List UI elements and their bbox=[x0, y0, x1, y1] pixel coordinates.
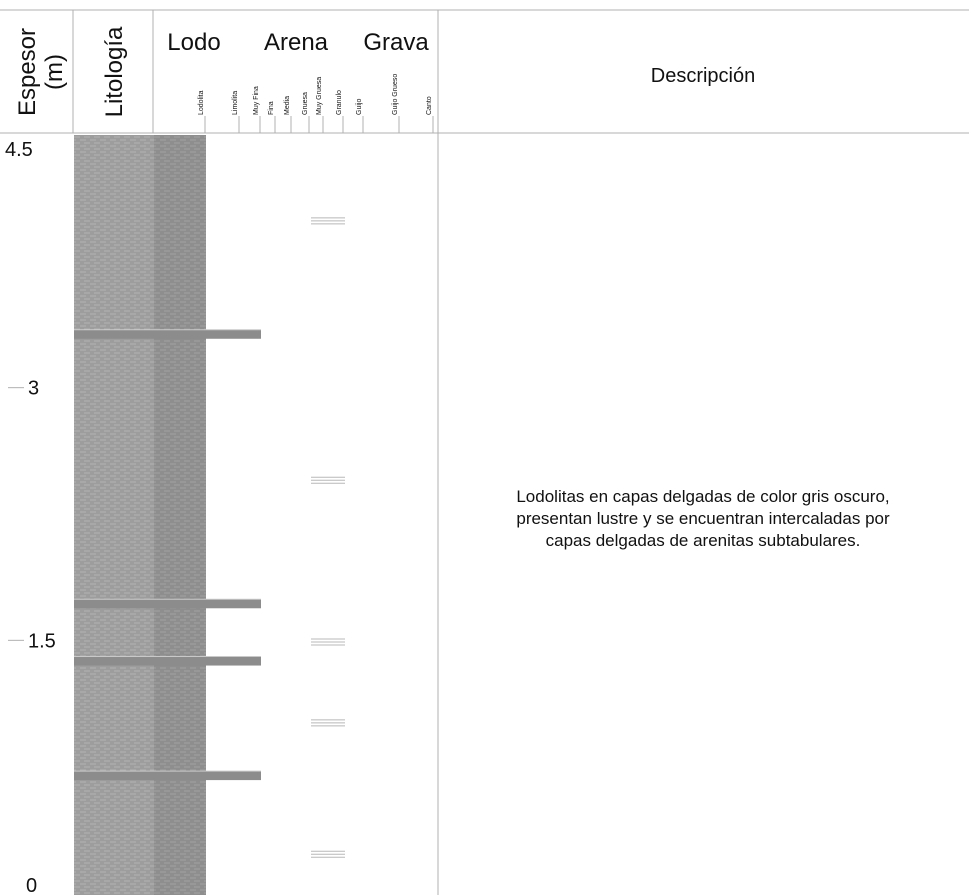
grain-tick-label: Muy Fina bbox=[253, 86, 260, 115]
grain-tick-label: Muy Gruesa bbox=[316, 77, 323, 115]
lithology-label: Litología bbox=[101, 26, 128, 117]
sandstone-bed bbox=[74, 771, 261, 781]
scale-tick-label: 0 bbox=[26, 875, 37, 895]
thickness-unit: (m) bbox=[41, 54, 68, 90]
scale-tick-label: 3 bbox=[28, 378, 39, 400]
header-frame bbox=[0, 9, 969, 134]
description-line: presentan lustre y se encuentran interca… bbox=[516, 509, 890, 528]
grain-tick-label: Canto bbox=[426, 96, 433, 115]
structure-symbols bbox=[311, 217, 345, 858]
description-text: Lodolitas en capas delgadas de color gri… bbox=[516, 487, 890, 550]
grain-size-fill bbox=[154, 135, 206, 895]
parallel-lamination-icon bbox=[311, 850, 345, 858]
grain-tick-label: Lodolita bbox=[198, 90, 205, 115]
grain-tick-label: Guijo Grueso bbox=[392, 74, 399, 115]
parallel-lamination-icon bbox=[311, 217, 345, 225]
lithology-fill bbox=[74, 135, 154, 895]
parallel-lamination-icon bbox=[311, 719, 345, 727]
parallel-lamination-icon bbox=[311, 476, 345, 484]
parallel-lamination-icon bbox=[311, 638, 345, 646]
grain-group-arena: Arena bbox=[264, 29, 329, 56]
sandstone-beds bbox=[74, 329, 261, 781]
description-line: capas delgadas de arenitas subtabulares. bbox=[546, 531, 861, 550]
grain-group-grava: Grava bbox=[363, 29, 429, 56]
sandstone-bed bbox=[74, 329, 261, 339]
grain-tick-label: Media bbox=[284, 96, 291, 115]
grain-tick-label: Guijo bbox=[356, 99, 363, 115]
scale-top-label: 4.5 bbox=[5, 139, 33, 161]
sandstone-bed bbox=[74, 599, 261, 609]
scale-tick-label: 1.5 bbox=[28, 630, 56, 652]
grain-tick-label: Gruesa bbox=[302, 92, 309, 115]
thickness-label: Espesor bbox=[14, 28, 41, 116]
grain-size-scale: Lodolita Limolita Muy Fina Fina Media Gruesa M… bbox=[198, 74, 434, 133]
sandstone-bed bbox=[74, 656, 261, 666]
thickness-scale: 4.5 3 1.5 0 bbox=[5, 139, 56, 895]
lithology-body bbox=[74, 135, 206, 895]
grain-tick-label: Limolita bbox=[232, 91, 239, 115]
description-line: Lodolitas en capas delgadas de color gri… bbox=[516, 487, 889, 506]
grain-tick-label: Granulo bbox=[336, 90, 343, 115]
grain-tick-label: Fina bbox=[268, 101, 275, 115]
grain-group-lodo: Lodo bbox=[167, 29, 220, 56]
description-header: Descripción bbox=[651, 65, 755, 87]
